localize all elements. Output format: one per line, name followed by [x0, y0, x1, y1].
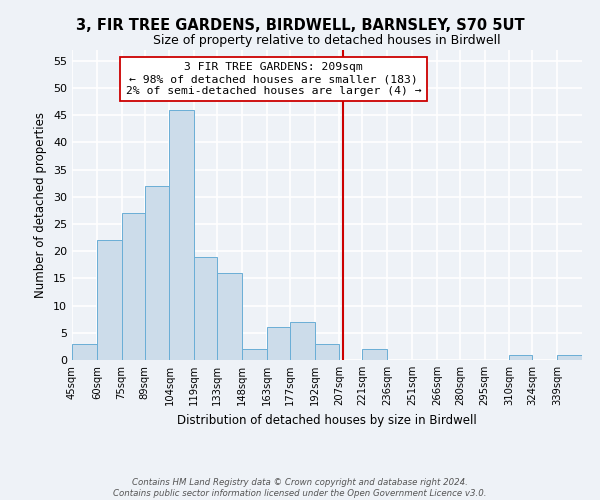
Bar [72, 344, 97, 360]
Bar [97, 240, 122, 360]
Bar [169, 110, 194, 360]
Bar [267, 328, 290, 360]
Bar [242, 349, 267, 360]
X-axis label: Distribution of detached houses by size in Birdwell: Distribution of detached houses by size … [177, 414, 477, 426]
Text: 3 FIR TREE GARDENS: 209sqm
← 98% of detached houses are smaller (183)
2% of semi: 3 FIR TREE GARDENS: 209sqm ← 98% of deta… [125, 62, 421, 96]
Title: Size of property relative to detached houses in Birdwell: Size of property relative to detached ho… [153, 34, 501, 48]
Bar [290, 322, 314, 360]
Bar [194, 256, 217, 360]
Bar [557, 354, 582, 360]
Bar [122, 213, 145, 360]
Bar [509, 354, 532, 360]
Y-axis label: Number of detached properties: Number of detached properties [34, 112, 47, 298]
Bar [362, 349, 387, 360]
Bar [145, 186, 169, 360]
Bar [217, 273, 242, 360]
Text: Contains HM Land Registry data © Crown copyright and database right 2024.
Contai: Contains HM Land Registry data © Crown c… [113, 478, 487, 498]
Text: 3, FIR TREE GARDENS, BIRDWELL, BARNSLEY, S70 5UT: 3, FIR TREE GARDENS, BIRDWELL, BARNSLEY,… [76, 18, 524, 32]
Bar [314, 344, 340, 360]
